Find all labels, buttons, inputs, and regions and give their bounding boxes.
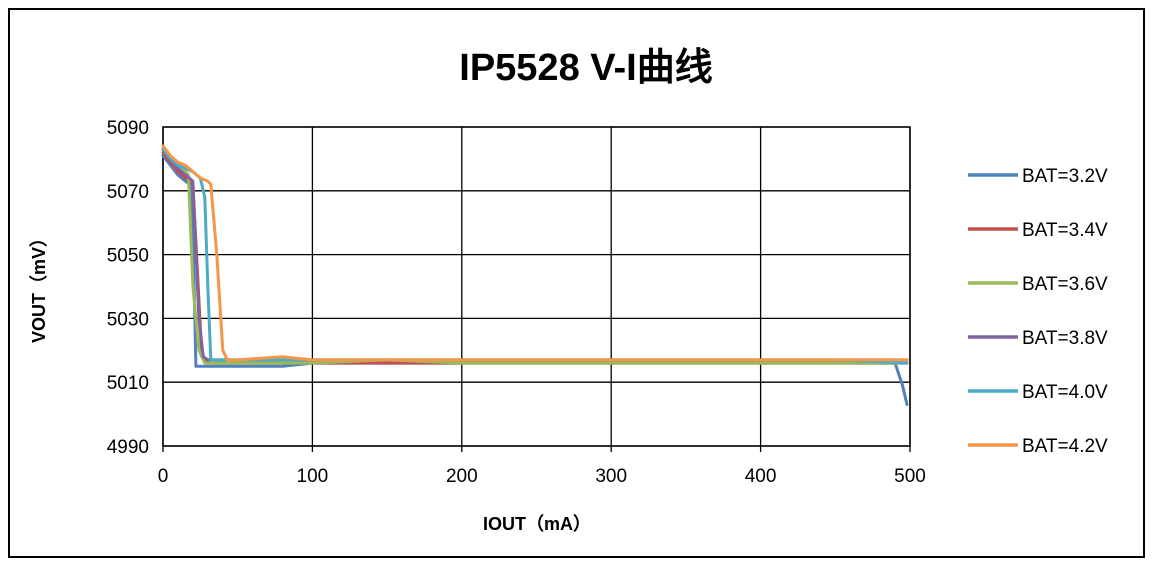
legend-label: BAT=4.0V: [1022, 382, 1108, 403]
legend-label: BAT=3.4V: [1022, 220, 1108, 241]
x-tick-label: 300: [595, 466, 627, 487]
legend-label: BAT=3.2V: [1022, 166, 1108, 187]
y-tick-label: 5090: [107, 118, 149, 139]
y-tick-label: 5010: [107, 373, 149, 394]
x-tick-label: 500: [894, 466, 926, 487]
y-axis-label: VOUT（mV）: [29, 229, 49, 343]
y-tick-label: 5030: [107, 309, 149, 330]
tick-labels: 4990 5010 5030 5050 5070 5090 0 100 200 300 400 500: [107, 118, 926, 487]
gridlines: [162, 126, 911, 452]
chart-title: IP5528 V-I曲线: [459, 47, 712, 89]
plot-area-border: [162, 126, 911, 447]
series-line-3: [161, 147, 909, 365]
legend: BAT=3.2V BAT=3.4V BAT=3.6V BAT=3.8V BAT=4.0V…: [968, 166, 1108, 457]
series-line-6: [161, 144, 909, 362]
x-axis-label: IOUT（mA）: [483, 514, 591, 534]
y-tick-label: 4990: [107, 437, 149, 458]
x-tick-label: 100: [297, 466, 329, 487]
x-tick-label: 0: [158, 466, 169, 487]
legend-label: BAT=3.6V: [1022, 274, 1108, 295]
legend-label: BAT=4.2V: [1022, 436, 1108, 457]
y-tick-label: 5050: [107, 246, 149, 267]
x-tick-label: 200: [446, 466, 478, 487]
legend-label: BAT=3.8V: [1022, 328, 1108, 349]
series-lines: [161, 144, 909, 406]
x-tick-label: 400: [745, 466, 777, 487]
y-tick-label: 5070: [107, 182, 149, 203]
